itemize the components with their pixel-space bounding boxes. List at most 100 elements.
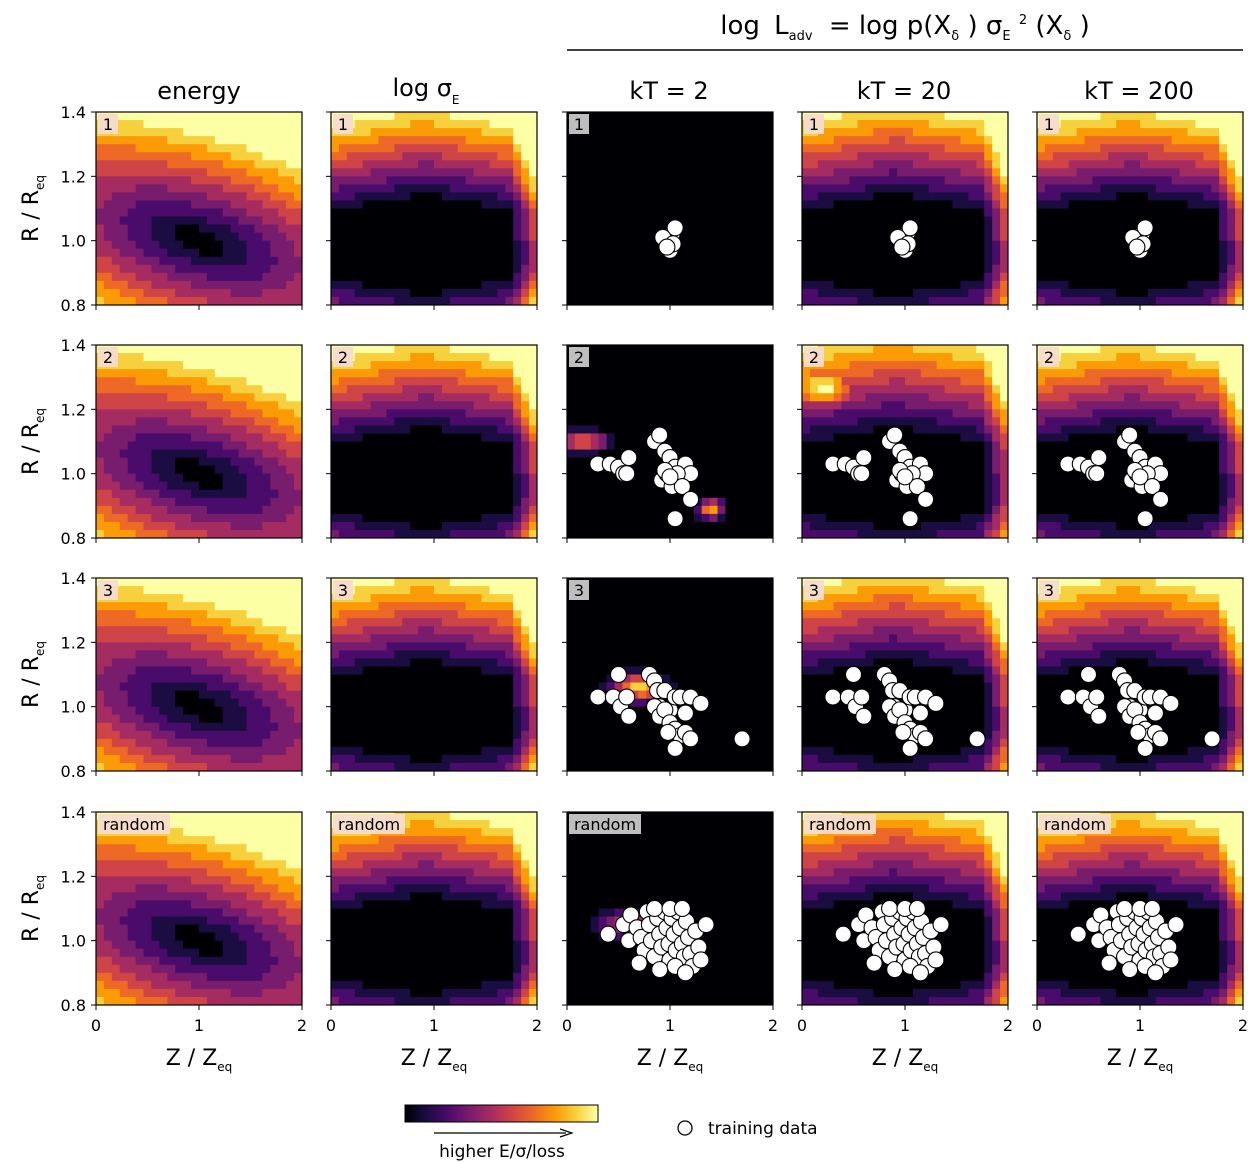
contour-cell xyxy=(222,449,232,459)
contour-cell xyxy=(662,288,671,298)
contour-cell xyxy=(677,393,687,402)
contour-cell xyxy=(1116,240,1125,250)
contour-cell xyxy=(378,152,388,161)
contour-cell xyxy=(614,112,624,121)
contour-cell xyxy=(505,208,514,218)
contour-cell xyxy=(825,160,835,169)
contour-cell xyxy=(473,248,483,258)
contour-cell xyxy=(1155,176,1165,185)
contour-cell xyxy=(167,144,176,153)
contour-cell xyxy=(802,160,811,169)
contour-cell xyxy=(646,497,655,507)
contour-cell xyxy=(606,505,616,515)
contour-cell xyxy=(654,176,663,185)
contour-cell xyxy=(449,457,459,467)
contour-cell xyxy=(96,393,105,402)
contour-cell xyxy=(230,240,240,250)
contour-cell xyxy=(809,208,819,218)
training-point xyxy=(658,238,676,256)
contour-cell xyxy=(521,272,530,282)
contour-cell xyxy=(701,481,711,491)
contour-cell xyxy=(662,296,671,305)
contour-cell xyxy=(505,425,514,435)
contour-cell xyxy=(1076,256,1086,266)
contour-cell xyxy=(928,192,938,202)
contour-cell xyxy=(331,152,340,161)
contour-cell xyxy=(809,272,819,282)
contour-cell xyxy=(159,377,168,386)
contour-cell xyxy=(111,449,121,459)
contour-cell xyxy=(857,256,866,266)
contour-cell xyxy=(286,353,295,362)
contour-cell xyxy=(1171,160,1181,169)
contour-cell xyxy=(630,280,639,290)
contour-cell xyxy=(143,481,153,491)
contour-cell xyxy=(214,288,224,298)
contour-cell xyxy=(434,505,443,515)
contour-cell xyxy=(449,280,459,290)
contour-cell xyxy=(497,200,506,210)
contour-cell xyxy=(111,417,121,427)
contour-cell xyxy=(521,112,530,121)
contour-cell xyxy=(354,144,364,153)
contour-cell xyxy=(841,208,851,218)
contour-cell xyxy=(928,280,938,290)
contour-cell xyxy=(151,192,160,202)
contour-cell xyxy=(1195,144,1204,153)
contour-cell xyxy=(199,192,208,202)
contour-cell xyxy=(143,409,153,418)
contour-cell xyxy=(143,128,153,137)
contour-cell xyxy=(135,224,145,234)
contour-cell xyxy=(598,441,608,451)
contour-cell xyxy=(370,513,380,523)
contour-cell xyxy=(521,232,530,242)
contour-cell xyxy=(741,264,750,274)
contour-cell xyxy=(1155,136,1165,145)
contour-cell xyxy=(410,353,419,362)
contour-cell xyxy=(175,505,184,515)
contour-cell xyxy=(638,481,647,491)
contour-cell xyxy=(905,264,914,274)
contour-cell xyxy=(521,296,530,305)
contour-cell xyxy=(646,401,655,410)
contour-cell xyxy=(968,176,977,185)
contour-cell xyxy=(481,377,491,386)
contour-cell xyxy=(103,216,113,226)
contour-cell xyxy=(370,112,380,121)
contour-cell xyxy=(441,176,451,185)
contour-cell xyxy=(183,296,192,305)
contour-cell xyxy=(582,288,592,298)
contour-cell xyxy=(441,385,451,394)
contour-cell xyxy=(529,216,537,226)
contour-cell xyxy=(338,377,348,386)
contour-cell xyxy=(952,136,962,145)
contour-cell xyxy=(685,192,695,202)
contour-cell xyxy=(1116,184,1125,194)
contour-cell xyxy=(465,345,475,354)
contour-cell xyxy=(765,200,773,210)
contour-cell xyxy=(574,497,584,507)
contour-cell xyxy=(286,200,295,210)
contour-cell xyxy=(449,529,459,538)
contour-cell xyxy=(410,168,419,177)
contour-cell xyxy=(278,280,287,290)
contour-cell xyxy=(1116,152,1125,161)
contour-cell xyxy=(426,529,435,538)
contour-cell xyxy=(1155,264,1165,274)
contour-cell xyxy=(693,264,703,274)
contour-cell xyxy=(1068,168,1078,177)
contour-cell xyxy=(159,529,168,538)
contour-cell xyxy=(127,401,137,410)
contour-cell xyxy=(1124,120,1133,129)
contour-cell xyxy=(598,369,608,378)
contour-cell xyxy=(865,240,874,250)
contour-cell xyxy=(865,136,874,145)
contour-cell xyxy=(370,200,380,210)
contour-cell xyxy=(262,489,271,499)
contour-cell xyxy=(175,272,184,282)
contour-cell xyxy=(206,160,216,169)
contour-cell xyxy=(622,505,631,515)
contour-cell xyxy=(505,240,514,250)
contour-cell xyxy=(928,240,938,250)
contour-cell xyxy=(1155,200,1165,210)
